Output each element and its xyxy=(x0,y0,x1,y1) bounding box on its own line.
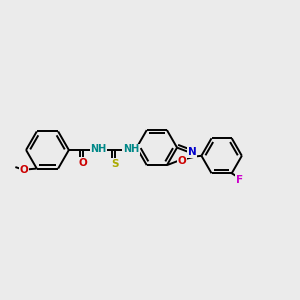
Text: O: O xyxy=(79,158,88,168)
Text: NH: NH xyxy=(90,144,106,154)
Text: NH: NH xyxy=(123,144,139,154)
Text: F: F xyxy=(236,175,243,185)
Text: NH: NH xyxy=(90,144,106,154)
Text: O: O xyxy=(178,156,187,166)
Text: F: F xyxy=(236,175,243,185)
Text: O: O xyxy=(178,156,187,166)
Text: S: S xyxy=(112,159,119,169)
Text: N: N xyxy=(188,147,197,157)
Text: O: O xyxy=(79,158,88,168)
Text: N: N xyxy=(188,147,197,157)
Text: S: S xyxy=(112,159,119,169)
Text: O: O xyxy=(20,165,28,175)
Text: NH: NH xyxy=(123,144,139,154)
Text: O: O xyxy=(20,165,28,175)
